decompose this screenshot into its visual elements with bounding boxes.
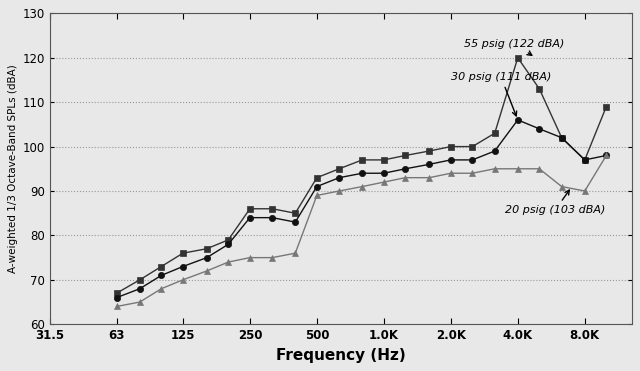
X-axis label: Frequency (Hz): Frequency (Hz) xyxy=(276,348,406,363)
Text: 20 psig (103 dBA): 20 psig (103 dBA) xyxy=(505,190,605,215)
Text: 55 psig (122 dBA): 55 psig (122 dBA) xyxy=(464,39,564,55)
Text: 30 psig (111 dBA): 30 psig (111 dBA) xyxy=(451,72,551,116)
Y-axis label: A-weighted 1/3 Octave-Band SPLs (dBA): A-weighted 1/3 Octave-Band SPLs (dBA) xyxy=(8,65,19,273)
